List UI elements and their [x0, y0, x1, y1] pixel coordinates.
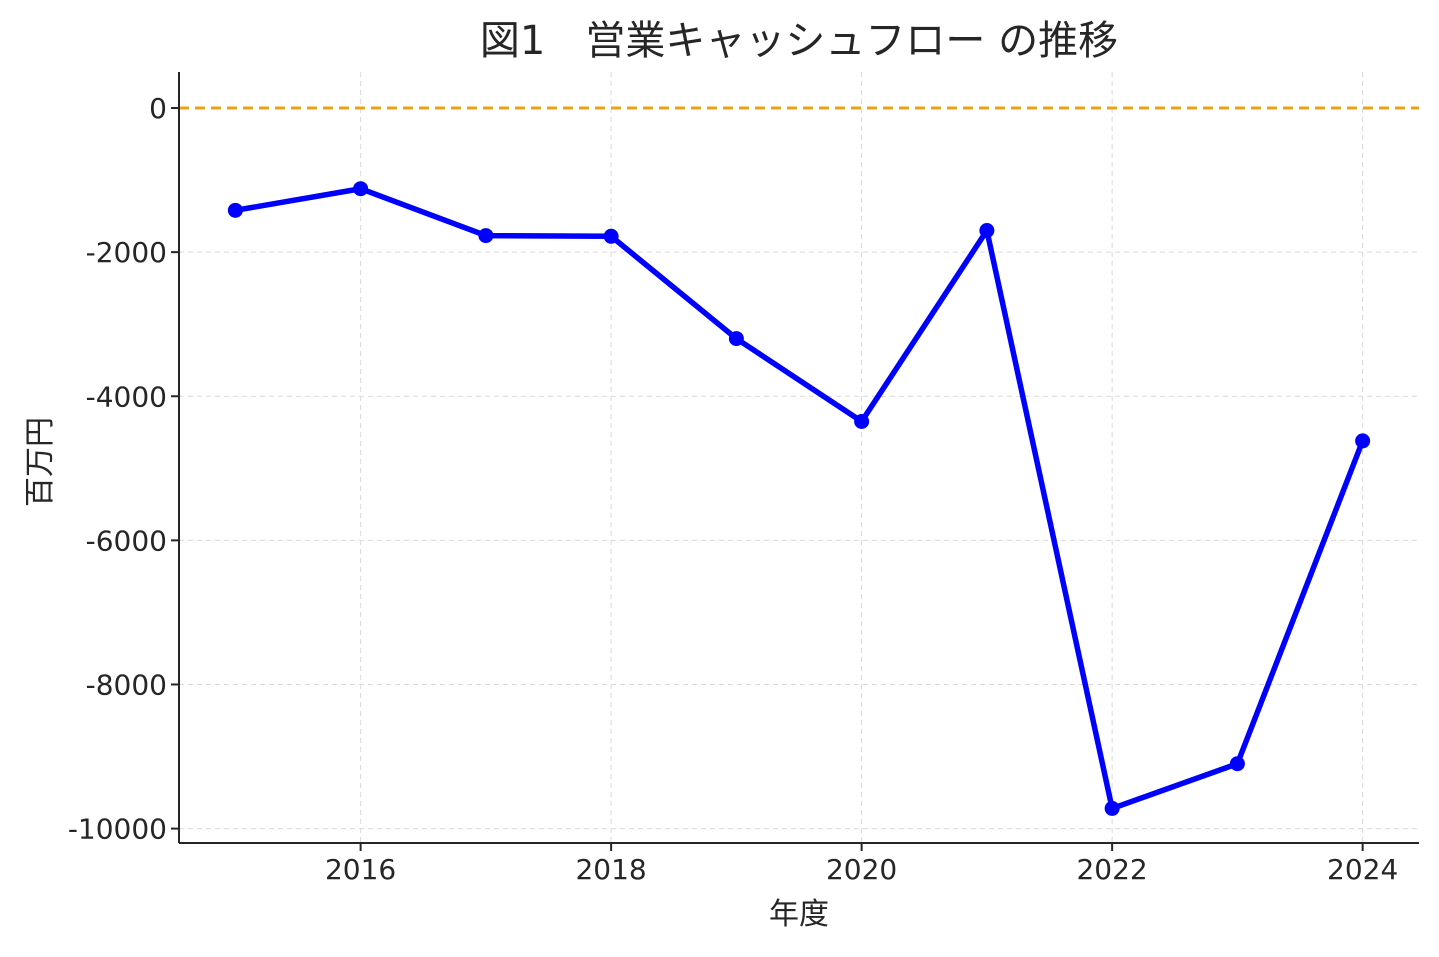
grid-lines — [179, 72, 1419, 843]
data-point — [478, 228, 494, 244]
data-point — [979, 223, 995, 239]
y-axis-ticks: 0 -2000 -4000 -6000 -8000 -10000 — [68, 92, 179, 846]
data-point — [1229, 756, 1245, 772]
y-tick-label: -4000 — [86, 380, 167, 413]
x-tick-label: 2022 — [1076, 853, 1147, 886]
x-axis-ticks: 2016 2018 2020 2022 2024 — [325, 843, 1398, 886]
data-point — [1104, 800, 1120, 816]
y-tick-label: -6000 — [86, 524, 167, 557]
data-point — [1355, 433, 1371, 449]
x-tick-label: 2018 — [575, 853, 646, 886]
y-tick-label: -8000 — [86, 668, 167, 701]
series-line — [232, 185, 1366, 812]
data-point — [227, 202, 243, 218]
data-point — [353, 181, 369, 197]
series-layer — [227, 181, 1371, 816]
y-axis-title: 百万円 — [23, 417, 58, 507]
x-tick-label: 2020 — [826, 853, 897, 886]
y-tick-label: -10000 — [68, 813, 167, 846]
chart-title: 図1 営業キャッシュフロー の推移 — [480, 18, 1118, 64]
y-tick-label: -2000 — [86, 236, 167, 269]
data-point — [728, 331, 744, 347]
y-tick-label: 0 — [149, 92, 167, 125]
x-tick-label: 2016 — [325, 853, 396, 886]
x-axis-title: 年度 — [769, 897, 829, 932]
data-point — [603, 228, 619, 244]
x-tick-label: 2024 — [1327, 853, 1398, 886]
data-point — [854, 413, 870, 429]
